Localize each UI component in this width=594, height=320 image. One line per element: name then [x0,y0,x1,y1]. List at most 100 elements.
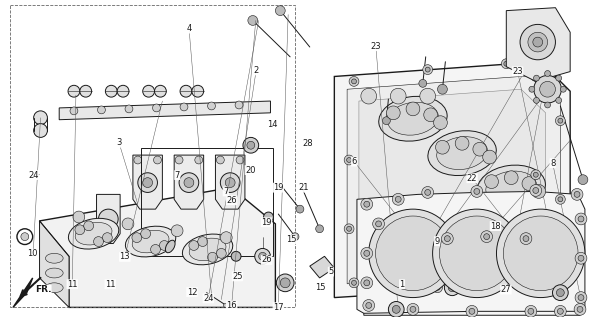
Circle shape [21,233,29,241]
Circle shape [423,65,432,75]
Text: 19: 19 [261,218,272,227]
Circle shape [557,308,563,314]
Circle shape [34,111,48,124]
Ellipse shape [75,222,112,245]
Circle shape [392,193,404,205]
Text: 10: 10 [27,249,38,258]
Circle shape [207,102,216,110]
Circle shape [557,289,564,297]
Circle shape [545,71,551,76]
Text: 20: 20 [245,165,255,175]
Polygon shape [13,278,33,308]
Circle shape [484,234,489,240]
Text: 12: 12 [187,288,197,297]
Circle shape [435,140,449,154]
Polygon shape [347,76,560,284]
Polygon shape [506,8,570,81]
Polygon shape [364,289,580,315]
Circle shape [578,216,584,222]
Circle shape [471,186,483,197]
Circle shape [347,226,352,231]
Circle shape [255,248,270,264]
Circle shape [138,173,157,192]
Circle shape [420,88,435,104]
Ellipse shape [223,303,233,308]
Circle shape [432,209,521,298]
Text: 16: 16 [226,301,237,310]
Text: 14: 14 [267,120,278,129]
Circle shape [387,106,400,120]
Circle shape [315,225,324,233]
Text: 7: 7 [175,171,180,180]
Ellipse shape [165,240,175,253]
Text: 23: 23 [371,42,381,51]
Circle shape [533,75,539,81]
Circle shape [554,305,566,317]
Circle shape [80,85,91,97]
Circle shape [195,156,203,164]
Circle shape [94,237,103,246]
Text: 25: 25 [232,272,243,281]
Circle shape [444,236,450,242]
Ellipse shape [379,96,447,141]
Circle shape [533,246,538,251]
Circle shape [143,178,153,188]
Text: 18: 18 [490,221,501,230]
Circle shape [546,263,555,273]
Circle shape [361,88,377,104]
Polygon shape [133,155,162,209]
Circle shape [406,102,420,116]
Circle shape [216,156,225,164]
Circle shape [207,252,217,262]
Circle shape [225,178,235,188]
Circle shape [533,172,538,177]
Ellipse shape [428,131,496,176]
Circle shape [102,233,112,243]
Circle shape [349,278,359,288]
Circle shape [375,221,381,227]
Circle shape [68,85,80,97]
Circle shape [503,216,578,291]
Circle shape [180,85,192,97]
Circle shape [578,175,588,185]
Text: 24: 24 [28,171,39,180]
Circle shape [180,103,188,111]
Circle shape [105,85,117,97]
Circle shape [523,236,529,242]
Circle shape [504,61,508,66]
Polygon shape [357,191,585,313]
Text: 26: 26 [226,196,237,205]
Circle shape [291,233,299,241]
Circle shape [159,241,169,251]
Circle shape [151,244,160,254]
Ellipse shape [132,230,169,253]
Circle shape [514,278,519,283]
Circle shape [198,237,207,246]
Text: 9: 9 [434,236,440,246]
Circle shape [364,251,369,256]
Text: 3: 3 [116,138,122,147]
Circle shape [552,285,568,300]
Circle shape [529,86,535,92]
Circle shape [531,72,541,81]
Circle shape [407,303,419,315]
Text: 17: 17 [273,303,283,312]
Circle shape [419,79,426,87]
Circle shape [276,6,285,16]
Circle shape [70,107,78,115]
Text: 11: 11 [105,280,115,289]
Bar [141,148,273,256]
Circle shape [280,278,290,288]
Circle shape [175,156,183,164]
Circle shape [558,118,563,123]
Circle shape [578,255,584,261]
Ellipse shape [437,137,488,170]
Circle shape [555,116,565,126]
Circle shape [383,117,390,124]
Ellipse shape [387,102,438,135]
Polygon shape [59,101,270,120]
Circle shape [422,187,434,198]
Circle shape [440,216,514,291]
Circle shape [264,212,273,222]
Circle shape [504,171,518,185]
